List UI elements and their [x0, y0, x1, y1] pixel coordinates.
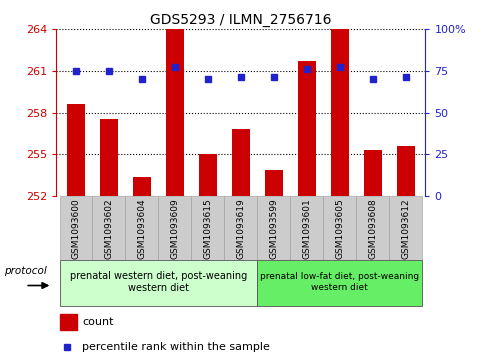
Bar	[396, 146, 414, 196]
Text: percentile rank within the sample: percentile rank within the sample	[82, 342, 269, 352]
Bar	[257, 261, 421, 306]
Text: GSM1093600: GSM1093600	[71, 199, 81, 259]
Bar	[100, 119, 118, 196]
Bar	[191, 196, 224, 260]
Bar	[330, 29, 348, 196]
Text: GSM1093602: GSM1093602	[104, 199, 113, 259]
Text: GSM1093599: GSM1093599	[269, 199, 278, 259]
Bar	[257, 196, 290, 260]
Text: prenatal low-fat diet, post-weaning
western diet: prenatal low-fat diet, post-weaning west…	[260, 273, 418, 292]
Bar	[60, 196, 92, 260]
Bar	[67, 104, 85, 196]
Text: GSM1093612: GSM1093612	[400, 199, 409, 259]
Text: GSM1093615: GSM1093615	[203, 199, 212, 259]
Text: GSM1093619: GSM1093619	[236, 199, 245, 259]
Bar	[133, 176, 151, 196]
Bar	[92, 196, 125, 260]
Bar	[355, 196, 388, 260]
Bar	[60, 261, 257, 306]
Bar	[388, 196, 421, 260]
Bar	[60, 314, 77, 330]
Text: GSM1093605: GSM1093605	[335, 199, 344, 259]
Text: protocol: protocol	[4, 266, 47, 276]
Text: GSM1093608: GSM1093608	[367, 199, 376, 259]
Bar	[199, 154, 217, 196]
Text: prenatal western diet, post-weaning
western diet: prenatal western diet, post-weaning west…	[70, 272, 246, 293]
Text: count: count	[82, 317, 113, 327]
Bar	[323, 196, 355, 260]
Bar	[158, 196, 191, 260]
Bar	[224, 196, 257, 260]
Bar	[297, 61, 315, 196]
Bar	[290, 196, 323, 260]
Text: GSM1093604: GSM1093604	[137, 199, 146, 259]
Text: GSM1093601: GSM1093601	[302, 199, 311, 259]
Bar	[231, 129, 249, 196]
Bar	[165, 29, 183, 196]
Bar	[264, 170, 282, 196]
Bar	[125, 196, 158, 260]
Text: GSM1093609: GSM1093609	[170, 199, 179, 259]
Title: GDS5293 / ILMN_2756716: GDS5293 / ILMN_2756716	[150, 13, 331, 26]
Bar	[363, 150, 381, 196]
